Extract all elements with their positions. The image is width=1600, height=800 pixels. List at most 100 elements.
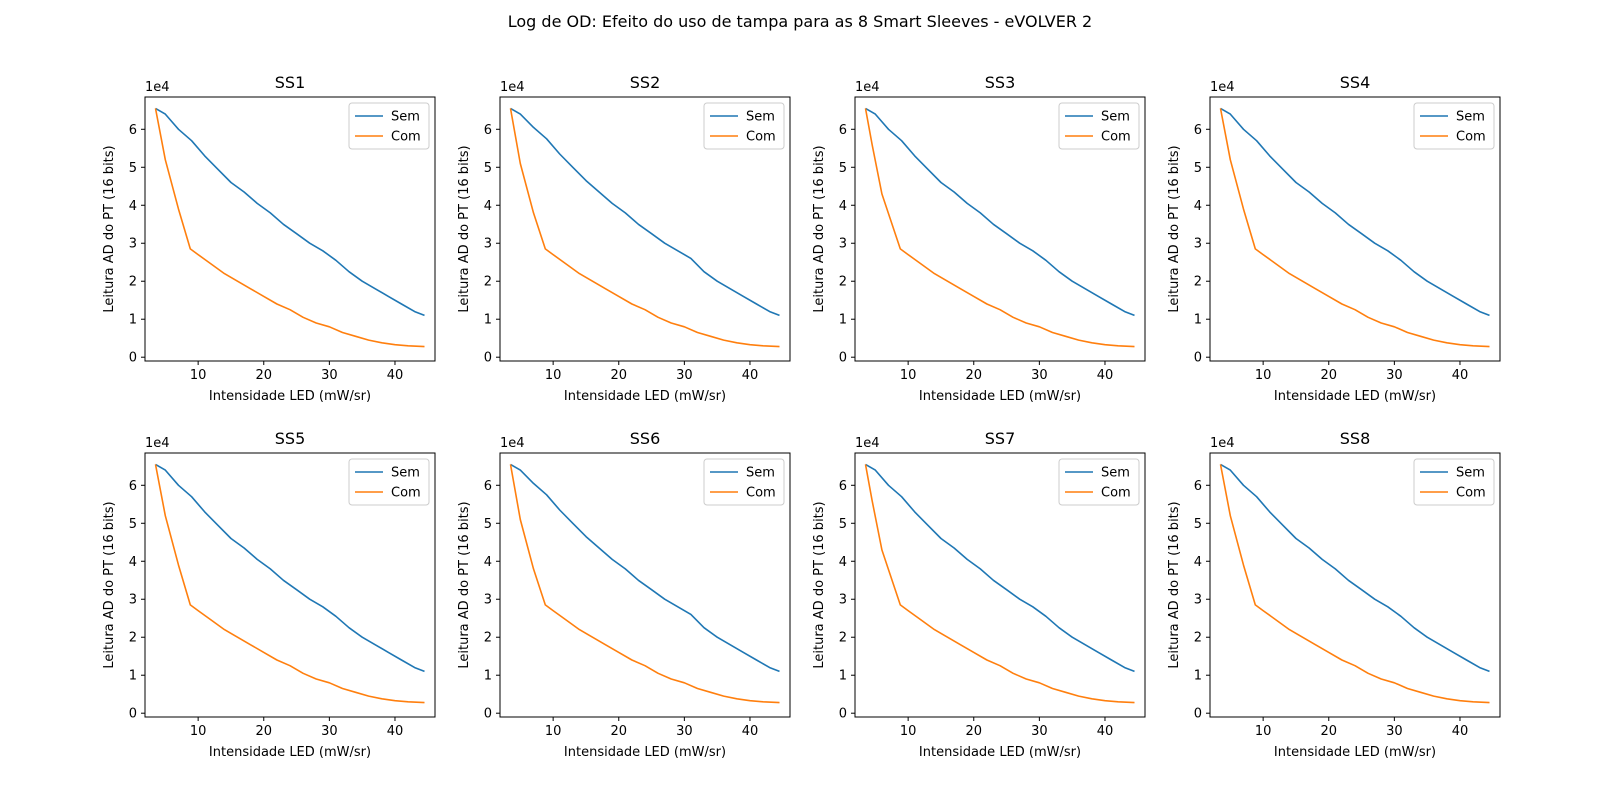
- legend-box: [348, 458, 430, 506]
- x-tick-label: 40: [1097, 724, 1114, 739]
- series-line-com: [1219, 108, 1490, 348]
- y-multiplier-label: 1e4: [1210, 80, 1235, 95]
- x-tick-label: 10: [1255, 724, 1272, 739]
- y-tick-label: 4: [1194, 555, 1202, 570]
- x-tick-label: 30: [1031, 368, 1048, 383]
- x-tick-label: 30: [676, 368, 693, 383]
- series-line-sem: [1220, 463, 1490, 673]
- y-tick-label: 5: [1194, 517, 1202, 532]
- series-line-sem: [1220, 107, 1490, 317]
- y-tick-label: 2: [484, 275, 492, 290]
- y-tick-label: 3: [129, 237, 137, 252]
- x-tick-label: 40: [1452, 368, 1469, 383]
- legend: Sem Com: [703, 458, 785, 506]
- y-tick-label: 4: [484, 555, 492, 570]
- legend-label-com: Com: [746, 130, 776, 145]
- legend-box: [1058, 458, 1140, 506]
- y-tick-label: 6: [484, 479, 492, 494]
- y-multiplier-label: 1e4: [855, 80, 880, 95]
- legend-box: [348, 102, 430, 150]
- y-tick-label: 5: [129, 517, 137, 532]
- x-tick-label: 40: [1097, 368, 1114, 383]
- series-line-sem: [510, 107, 780, 317]
- series-line-sem: [155, 463, 425, 673]
- y-axis-label: Leitura AD do PT (16 bits): [102, 501, 117, 668]
- series-line-sem: [865, 463, 1135, 673]
- legend: Sem Com: [348, 458, 430, 506]
- y-tick-label: 0: [129, 351, 137, 366]
- y-axis-label: Leitura AD do PT (16 bits): [1167, 501, 1182, 668]
- y-tick-label: 3: [484, 237, 492, 252]
- x-tick-label: 20: [610, 368, 627, 383]
- x-tick-label: 30: [1386, 724, 1403, 739]
- y-multiplier-label: 1e4: [145, 436, 170, 451]
- y-tick-label: 1: [1194, 313, 1202, 328]
- legend: Sem Com: [1058, 102, 1140, 150]
- y-tick-label: 3: [1194, 237, 1202, 252]
- legend-box: [1413, 458, 1495, 506]
- x-tick-label: 20: [255, 724, 272, 739]
- legend-label-sem: Sem: [391, 466, 420, 481]
- x-tick-label: 20: [965, 368, 982, 383]
- y-tick-label: 6: [484, 123, 492, 138]
- y-multiplier-label: 1e4: [1210, 436, 1235, 451]
- y-multiplier-label: 1e4: [855, 436, 880, 451]
- x-tick-label: 30: [321, 724, 338, 739]
- y-tick-label: 4: [129, 199, 137, 214]
- y-tick-label: 4: [839, 199, 847, 214]
- series-line-sem: [510, 463, 780, 673]
- axes-frame: [1209, 452, 1501, 718]
- subplot-title: SS4: [1340, 73, 1371, 92]
- legend-label-sem: Sem: [746, 466, 775, 481]
- series-line-com: [1219, 464, 1490, 704]
- legend-label-com: Com: [746, 486, 776, 501]
- x-tick-label: 10: [545, 724, 562, 739]
- subplot-4: SS4 10 20 30 40 0 1 2 3 4 5 6 1e4 Intensidade LED (mW…: [1167, 73, 1501, 404]
- x-tick-label: 10: [190, 724, 207, 739]
- y-tick-label: 1: [839, 313, 847, 328]
- legend: Sem Com: [348, 102, 430, 150]
- y-axis-label: Leitura AD do PT (16 bits): [102, 145, 117, 312]
- y-tick-label: 1: [1194, 669, 1202, 684]
- x-tick-label: 40: [387, 724, 404, 739]
- subplot-3: SS3 10 20 30 40 0 1 2 3 4 5 6 1e4 Intensidade LED (mW…: [812, 73, 1146, 404]
- legend-box: [1058, 102, 1140, 150]
- series-line-com: [154, 464, 425, 704]
- subplot-title: SS1: [275, 73, 306, 92]
- x-tick-label: 20: [255, 368, 272, 383]
- subplot-6: SS6 10 20 30 40 0 1 2 3 4 5 6 1e4 Intensidade LED (mW…: [457, 429, 791, 760]
- x-tick-label: 30: [321, 368, 338, 383]
- legend-label-sem: Sem: [1101, 110, 1130, 125]
- x-axis-label: Intensidade LED (mW/sr): [919, 745, 1081, 760]
- y-tick-label: 3: [129, 593, 137, 608]
- y-tick-label: 4: [839, 555, 847, 570]
- y-tick-label: 2: [129, 631, 137, 646]
- y-tick-label: 3: [839, 593, 847, 608]
- legend: Sem Com: [1058, 458, 1140, 506]
- legend-label-sem: Sem: [1456, 466, 1485, 481]
- y-tick-label: 0: [484, 707, 492, 722]
- y-tick-label: 0: [839, 351, 847, 366]
- legend-label-sem: Sem: [746, 110, 775, 125]
- y-tick-label: 3: [839, 237, 847, 252]
- y-tick-label: 5: [484, 517, 492, 532]
- y-tick-label: 2: [839, 631, 847, 646]
- series-line-com: [154, 108, 425, 348]
- axes-frame: [854, 96, 1146, 362]
- subplot-title: SS5: [275, 429, 306, 448]
- y-tick-label: 5: [839, 517, 847, 532]
- axes-frame: [499, 452, 791, 718]
- subplot-5: SS5 10 20 30 40 0 1 2 3 4 5 6 1e4 Intensidade LED (mW…: [102, 429, 436, 760]
- y-tick-label: 1: [484, 669, 492, 684]
- legend-box: [703, 102, 785, 150]
- y-axis-label: Leitura AD do PT (16 bits): [457, 501, 472, 668]
- figure-title: Log de OD: Efeito do uso de tampa para a…: [507, 12, 1093, 31]
- y-axis-label: Leitura AD do PT (16 bits): [812, 145, 827, 312]
- x-tick-label: 30: [1386, 368, 1403, 383]
- subplot-title: SS8: [1340, 429, 1371, 448]
- subplot-title: SS2: [630, 73, 661, 92]
- y-tick-label: 1: [129, 669, 137, 684]
- x-tick-label: 10: [1255, 368, 1272, 383]
